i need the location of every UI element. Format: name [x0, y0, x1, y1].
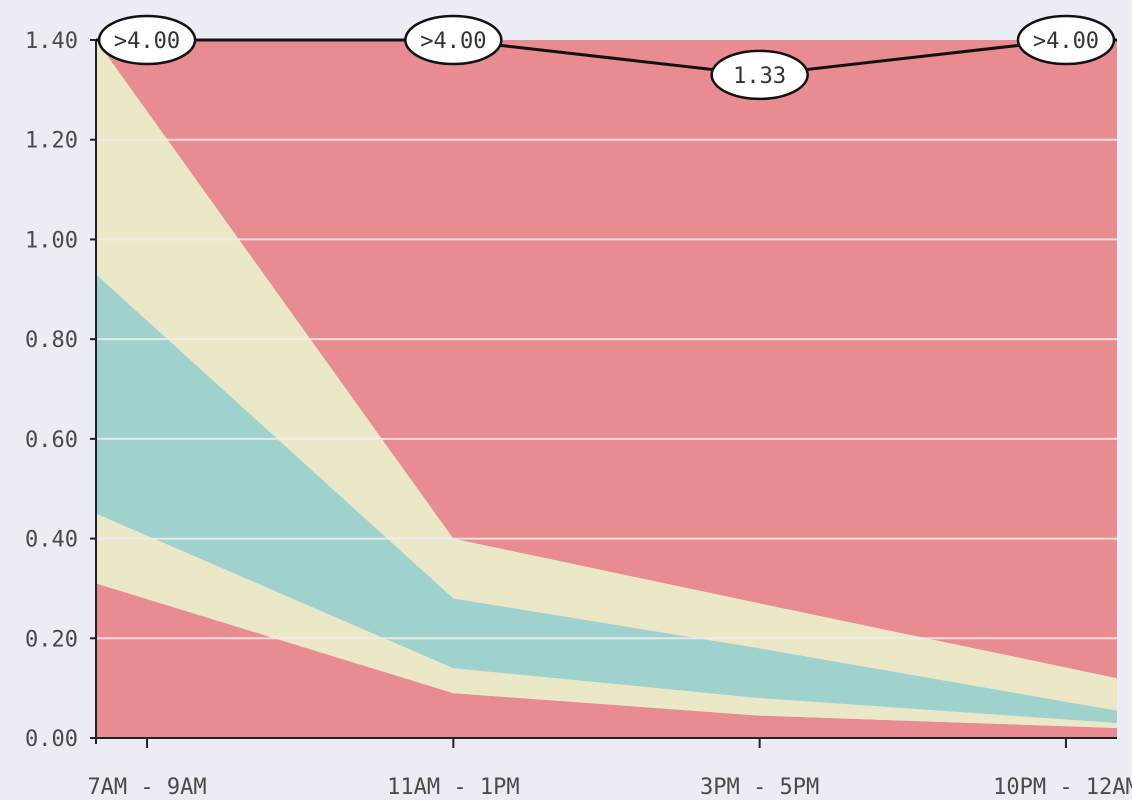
data-point-bubble — [97, 14, 197, 66]
band-high-yellow — [96, 40, 1117, 711]
band-low-red — [96, 583, 1117, 738]
data-point-label: >4.00 — [420, 29, 486, 54]
y-tick-label: 0.40 — [25, 528, 78, 553]
data-point-label: 1.33 — [733, 64, 786, 89]
y-tick-label: 0.80 — [25, 328, 78, 353]
band-high-red — [96, 40, 1117, 679]
y-tick-label: 0.00 — [25, 727, 78, 752]
band-low-yellow — [96, 513, 1117, 728]
x-tick-label: 7AM - 9AM — [87, 775, 206, 800]
data-point-label: >4.00 — [114, 29, 180, 54]
y-tick-label: 0.60 — [25, 428, 78, 453]
y-tick-label: 1.00 — [25, 228, 78, 253]
data-point-bubble — [404, 14, 503, 66]
data-point-bubble — [710, 49, 809, 101]
y-tick-label: 1.40 — [25, 29, 78, 54]
y-tick-label: 1.20 — [25, 129, 78, 154]
x-tick-label: 3PM - 5PM — [700, 775, 819, 800]
x-tick-label: 10PM - 12AM — [993, 775, 1132, 800]
band-green — [96, 274, 1117, 723]
data-point-bubble — [1016, 14, 1116, 66]
data-point-label: >4.00 — [1033, 29, 1099, 54]
y-tick-label: 0.20 — [25, 627, 78, 652]
x-tick-label: 11AM - 1PM — [387, 775, 519, 800]
